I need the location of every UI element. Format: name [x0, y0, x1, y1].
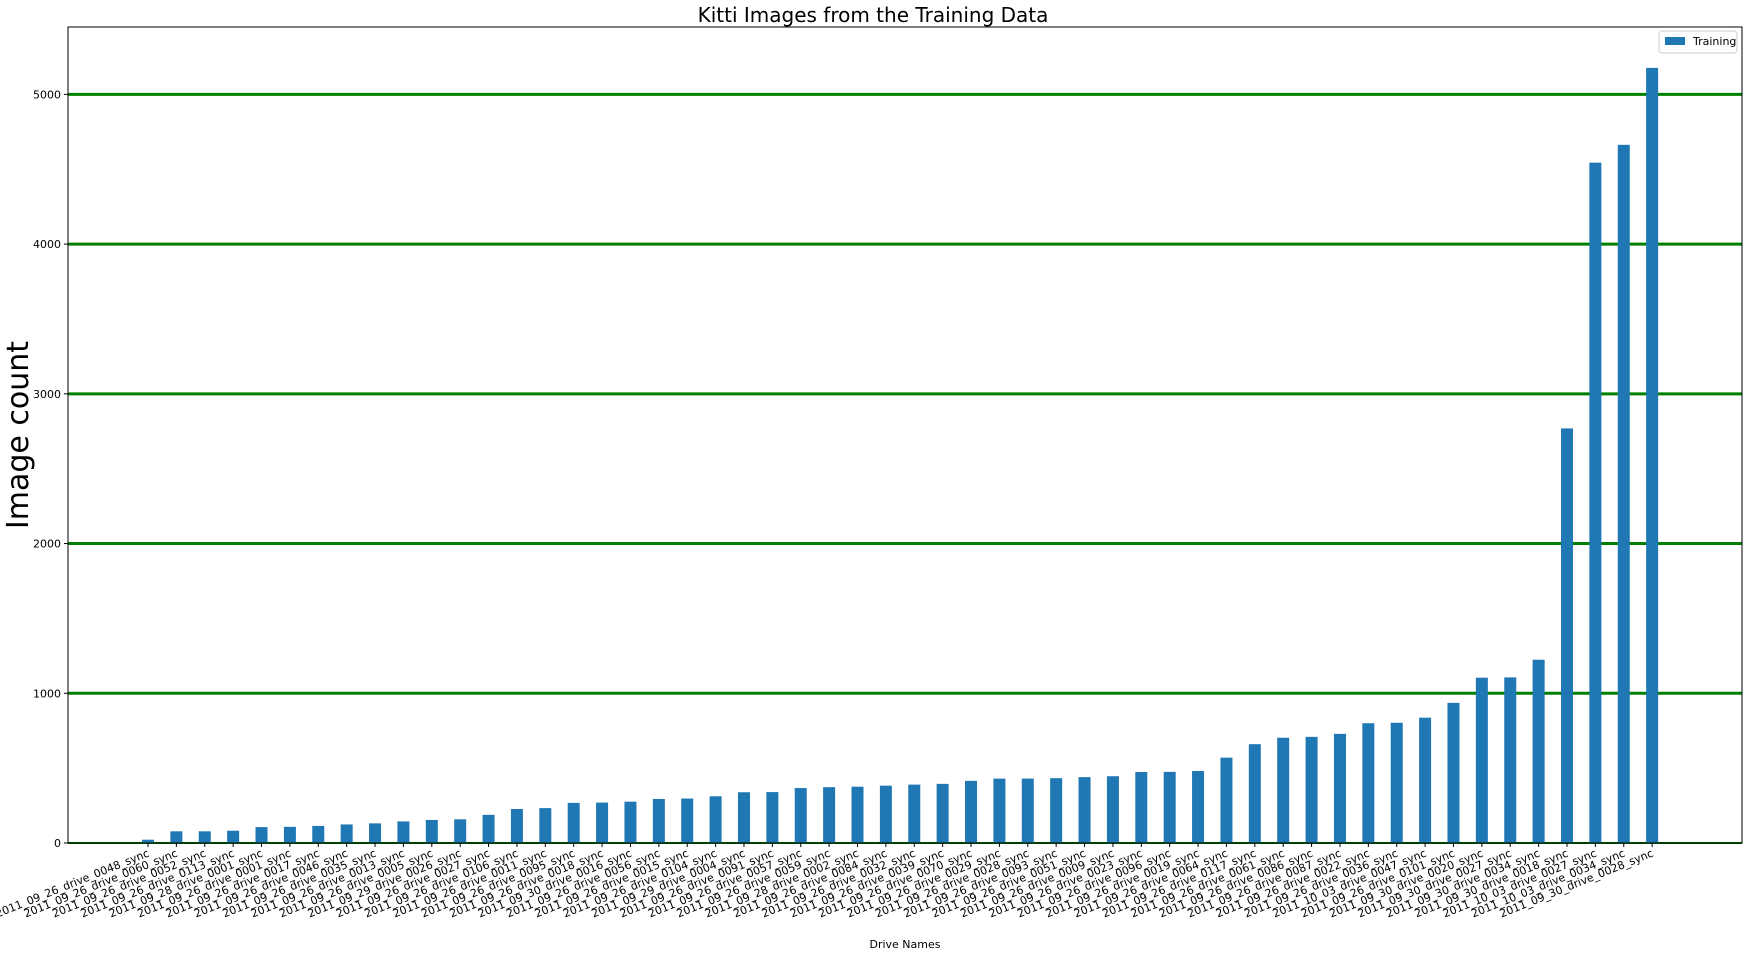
bar-2011_09_26_drive_0048_sync	[142, 839, 154, 843]
legend-box	[1658, 30, 1738, 54]
y-tick-label-1000: 1000	[33, 687, 61, 700]
bar-2011_10_03_drive_0027_sync	[1589, 162, 1602, 843]
bar-2011_09_30_drive_0027_sync	[1504, 677, 1517, 843]
bar-2011_09_26_drive_0104_sync	[709, 796, 722, 843]
bar-series-training	[142, 67, 1659, 844]
bar-2011_09_30_drive_0016_sync	[624, 801, 637, 843]
bar-2011_09_26_drive_0046_sync	[340, 824, 353, 843]
plot-frame	[67, 26, 1743, 844]
bar-2011_09_26_drive_0061_sync	[1277, 737, 1290, 843]
x-axis-label: Drive Names	[869, 938, 940, 951]
bar-2011_09_26_drive_0017_sync	[312, 825, 325, 843]
legend: Training	[1658, 30, 1738, 54]
bar-2011_09_26_drive_0091_sync	[766, 792, 779, 843]
bar-2011_09_26_drive_0093_sync	[1050, 778, 1063, 843]
y-tick-label-2000: 2000	[33, 538, 61, 551]
bar-2011_09_26_drive_0019_sync	[1192, 770, 1205, 843]
bar-2011_09_30_drive_0018_sync	[1561, 428, 1573, 843]
bar-2011_09_26_drive_0051_sync	[1078, 777, 1091, 843]
bar-2011_09_26_drive_0086_sync	[1305, 736, 1318, 843]
bar-2011_09_26_drive_0027_sync	[482, 814, 495, 843]
legend-swatch	[1665, 37, 1685, 45]
bar-2011_09_26_drive_0023_sync	[1135, 772, 1148, 843]
bar-2011_10_03_drive_0034_sync	[1617, 144, 1630, 844]
bar-2011_09_26_drive_0035_sync	[369, 823, 382, 843]
bar-2011_09_26_drive_0009_sync	[1106, 776, 1119, 843]
bar-2011_09_26_drive_0060_sync	[170, 831, 183, 843]
gridlines	[68, 92, 1742, 844]
legend-label-training: Training	[1692, 35, 1736, 48]
bar-2011_10_03_drive_0047_sync	[1419, 717, 1432, 843]
x-axis-ticks: 2011_09_26_drive_0048_sync2011_09_26_dri…	[0, 843, 1655, 920]
bar-2011_09_26_drive_0029_sync	[993, 778, 1006, 843]
bar-2011_09_26_drive_0101_sync	[1447, 702, 1460, 843]
bar-2011_09_26_drive_0106_sync	[510, 809, 523, 843]
bar-2011_09_29_drive_0004_sync	[737, 792, 750, 843]
bar-2011_09_26_drive_0013_sync	[397, 821, 410, 843]
bar-2011_09_26_drive_0011_sync	[539, 808, 552, 843]
bar-2011_09_30_drive_0020_sync	[1475, 677, 1488, 843]
bar-2011_09_29_drive_0026_sync	[454, 819, 467, 843]
y-axis-ticks: 0 1000 2000 3000 4000 5000	[33, 88, 68, 850]
bar-2011_09_26_drive_0056_sync	[652, 798, 665, 843]
bar-2011_09_26_drive_0018_sync	[596, 802, 609, 843]
bar-2011_09_26_drive_0087_sync	[1333, 733, 1346, 843]
bar-2011_09_26_drive_0117_sync	[1248, 744, 1261, 843]
bar-2011_09_26_drive_0005_sync	[425, 819, 438, 843]
bar-2011_09_28_drive_0002_sync	[851, 786, 864, 843]
bar-2011_09_30_drive_0034_sync	[1532, 659, 1545, 843]
bar-2011_09_26_drive_0015_sync	[681, 798, 694, 843]
bar-2011_09_26_drive_0096_sync	[1163, 771, 1176, 843]
bar-2011_09_26_drive_0032_sync	[908, 784, 921, 843]
bar-2011_09_26_drive_0095_sync	[567, 802, 580, 843]
bar-2011_09_26_drive_0036_sync	[1390, 722, 1403, 843]
bar-2011_09_26_drive_0070_sync	[965, 780, 978, 843]
bar-2011_09_30_drive_0028_sync	[1646, 67, 1659, 843]
bar-2011_09_28_drive_0001_sync	[255, 827, 268, 843]
y-tick-label-0: 0	[54, 837, 61, 850]
bar-2011_09_26_drive_0022_sync	[1362, 723, 1375, 843]
y-tick-label-5000: 5000	[33, 88, 61, 101]
bar-2011_09_26_drive_0028_sync	[1021, 778, 1034, 843]
chart-title: Kitti Images from the Training Data	[698, 3, 1049, 27]
bar-2011_09_26_drive_0113_sync	[227, 830, 240, 843]
bar-2011_09_26_drive_0052_sync	[198, 831, 211, 843]
y-axis-label: Image count	[1, 341, 36, 529]
bar-2011_09_26_drive_0059_sync	[823, 787, 836, 843]
bar-2011_09_26_drive_0001_sync	[283, 826, 296, 843]
bar-2011_09_26_drive_0039_sync	[936, 783, 949, 843]
y-tick-label-3000: 3000	[33, 388, 61, 401]
bar-2011_09_26_drive_0064_sync	[1220, 757, 1233, 843]
bar-2011_09_26_drive_0057_sync	[794, 788, 807, 843]
bar-2011_09_26_drive_0084_sync	[879, 785, 892, 843]
y-tick-label-4000: 4000	[33, 238, 61, 251]
